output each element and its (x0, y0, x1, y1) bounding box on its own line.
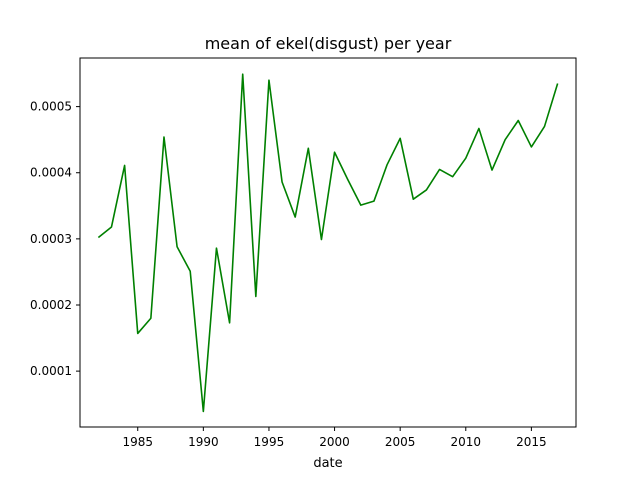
x-tick-label: 1990 (188, 435, 219, 449)
y-tick-label: 0.0001 (30, 364, 72, 378)
series-line (97, 73, 559, 413)
y-tick-label: 0.0004 (30, 166, 72, 180)
x-tick-label: 2015 (516, 435, 547, 449)
y-tick-label: 0.0002 (30, 298, 72, 312)
x-tick-label: 2005 (385, 435, 416, 449)
x-tick-label: 2000 (319, 435, 350, 449)
x-tick-label: 1985 (122, 435, 153, 449)
y-tick-label: 0.0003 (30, 232, 72, 246)
x-tick-label: 2010 (451, 435, 482, 449)
x-tick-label: 1995 (254, 435, 285, 449)
y-tick-label: 0.0005 (30, 100, 72, 114)
chart-title: mean of ekel(disgust) per year (205, 34, 452, 53)
x-axis-label: date (313, 456, 342, 471)
plot-area: 1985 1990 1995 2000 2005 2010 2015 0.0001 0.0002… (30, 57, 577, 449)
axes-frame (79, 57, 577, 428)
